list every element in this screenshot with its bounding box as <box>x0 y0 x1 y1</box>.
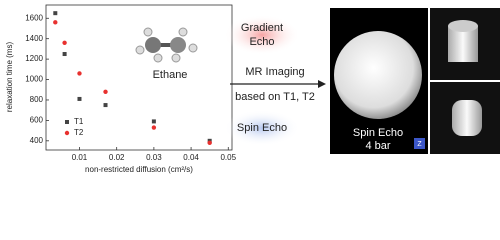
plot: relaxation time (ms) non-restricted diff… <box>5 4 237 174</box>
glow-red <box>224 15 300 55</box>
legend-marker <box>64 130 70 136</box>
sphere <box>334 31 422 119</box>
scheme: Gradient Echo MR Imaging based on T1, T2… <box>224 15 326 146</box>
point <box>62 40 67 45</box>
point <box>62 52 67 57</box>
y-tick-label: 1400 <box>25 34 43 43</box>
y-axis-label: relaxation time (ms) <box>5 42 14 113</box>
glow-blue <box>224 110 300 146</box>
method-label: Spin Echo <box>237 122 287 134</box>
y-tick-label: 1000 <box>25 75 43 84</box>
mr-image: Spin Echo 4 bar Z <box>330 8 500 154</box>
ethane-molecule <box>135 27 198 63</box>
point <box>103 103 108 108</box>
y-tick-label: 400 <box>30 136 44 145</box>
point <box>53 20 58 25</box>
point <box>103 89 108 94</box>
plot-frame <box>45 4 233 151</box>
y-tick-label: 600 <box>30 115 44 124</box>
x-axis-label: non-restricted diffusion (cm²/s) <box>85 165 193 174</box>
legend-marker <box>65 120 69 124</box>
image-label: 4 bar <box>365 140 390 152</box>
point <box>151 125 157 130</box>
y-tick-label: 1200 <box>25 54 43 63</box>
annotation: Ethane <box>153 69 188 81</box>
y-tick-label: 800 <box>30 95 44 104</box>
method-label: Gradient <box>241 22 283 34</box>
point <box>151 119 156 124</box>
point <box>77 96 82 101</box>
y-tick-label: 1600 <box>25 13 43 22</box>
render <box>448 26 478 62</box>
icon <box>414 138 425 149</box>
x-tick-label: 0.03 <box>146 153 162 162</box>
icon-label: Z <box>417 141 422 148</box>
render <box>448 20 478 32</box>
arrow-head <box>318 80 326 88</box>
point <box>207 140 212 146</box>
legend-label: T2 <box>74 128 84 137</box>
x-tick-label: 0.05 <box>220 153 236 162</box>
method-label: Echo <box>249 36 274 48</box>
x-tick-label: 0.04 <box>183 153 199 162</box>
x-tick-label: 0.01 <box>72 153 88 162</box>
figure: relaxation time (ms) non-restricted diff… <box>5 4 500 174</box>
arrow-label: MR Imaging <box>245 66 304 78</box>
point <box>77 71 82 76</box>
point <box>53 11 58 16</box>
render <box>452 100 482 136</box>
x-tick-label: 0.02 <box>109 153 125 162</box>
arrow-label: based on T1, T2 <box>235 91 315 103</box>
legend-label: T1 <box>74 117 84 126</box>
image-label: Spin Echo <box>353 127 403 139</box>
